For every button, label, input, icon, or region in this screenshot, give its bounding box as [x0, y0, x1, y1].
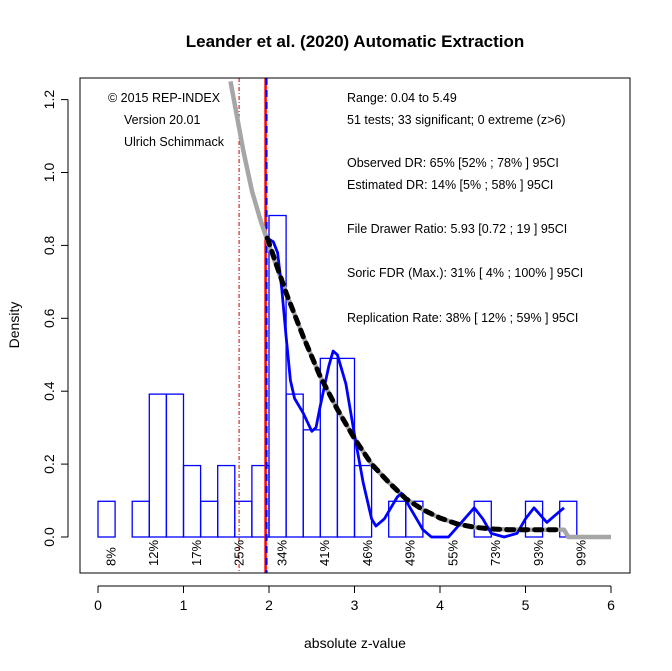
y-tick-label: 0.8 — [41, 235, 57, 255]
histogram-bar-7 — [234, 500, 253, 538]
power-label: 8% — [103, 547, 118, 566]
y-tick-label: 0.2 — [41, 454, 57, 474]
credit-line: © 2015 REP-INDEX — [108, 91, 221, 105]
y-tick-label: 1.2 — [41, 90, 57, 110]
histogram-bar-1 — [131, 500, 150, 538]
plot-border — [79, 77, 631, 574]
stat-line: Range: 0.04 to 5.49 — [347, 91, 457, 105]
histogram-bar-0 — [97, 500, 116, 538]
power-label: 49% — [403, 540, 418, 566]
power-label: 41% — [317, 540, 332, 566]
power-label: 12% — [146, 540, 161, 566]
chart-title: Leander et al. (2020) Automatic Extracti… — [186, 32, 525, 51]
x-tick-label: 1 — [180, 597, 188, 613]
y-tick-label: 0.4 — [41, 381, 57, 401]
power-label: 93% — [531, 540, 546, 566]
power-label: 46% — [360, 540, 375, 566]
histogram-bar-11 — [302, 429, 321, 538]
histogram-bar-4 — [182, 464, 202, 538]
histogram-bar-9 — [268, 214, 287, 538]
power-label: 17% — [189, 540, 204, 566]
y-tick-label: 1.0 — [41, 163, 57, 183]
x-tick-label: 3 — [351, 597, 359, 613]
power-label: 34% — [274, 540, 289, 566]
x-tick-label: 2 — [265, 597, 273, 613]
y-axis-label: Density — [6, 302, 22, 349]
plot-area: 8% 12% 17% 25% 34% 41% 46% 49% 55% 73% 93% 99% — [97, 78, 611, 573]
power-label: 55% — [445, 540, 460, 566]
histogram-bar-5 — [199, 500, 219, 538]
histogram-bar-3 — [165, 393, 185, 538]
stat-line: 51 tests; 33 significant; 0 extreme (z>6… — [347, 113, 566, 127]
y-tick-label: 0.6 — [41, 308, 57, 328]
zcurve-fit-line — [228, 80, 611, 540]
histogram-bar-6 — [217, 464, 236, 538]
credit-line: Ulrich Schimmack — [124, 135, 225, 149]
histogram-bar-10 — [285, 393, 304, 538]
x-tick-label: 4 — [436, 597, 444, 613]
kernel-density-line — [266, 236, 565, 539]
axes: 0 1 2 3 4 5 6 0.0 0.2 0.4 0.6 0.8 1.0 1.2 — [41, 90, 615, 613]
stat-line: Soric FDR (Max.): 31% [ 4% ; 100% ] 95CI — [347, 266, 583, 280]
x-axis-label: absolute z-value — [304, 635, 406, 651]
model-density-dashed-line — [264, 235, 563, 533]
x-tick-label: 6 — [607, 597, 615, 613]
credit-line: Version 20.01 — [124, 113, 200, 127]
stat-line: Replication Rate: 38% [ 12% ; 59% ] 95CI — [347, 311, 578, 325]
power-label: 99% — [574, 540, 589, 566]
x-tick-label: 5 — [522, 597, 530, 613]
stats-text: Range: 0.04 to 5.49 51 tests; 33 signific… — [347, 91, 583, 325]
stat-line: Observed DR: 65% [52% ; 78% ] 95CI — [347, 156, 559, 170]
stat-line: File Drawer Ratio: 5.93 [0.72 ; 19 ] 95C… — [347, 222, 567, 236]
plot-content: 8% 12% 17% 25% 34% 41% 46% 49% 55% 73% 93% 99% — [97, 78, 611, 573]
x-tick-label: 0 — [94, 597, 102, 613]
power-label: 73% — [488, 540, 503, 566]
histogram-bar-14 — [353, 464, 373, 538]
stat-line: Estimated DR: 14% [5% ; 58% ] 95CI — [347, 178, 553, 192]
histogram-bar-13 — [336, 357, 356, 538]
histogram-bar-2 — [148, 393, 168, 538]
y-tick-label: 0.0 — [41, 527, 57, 547]
credits-text: © 2015 REP-INDEX Version 20.01 Ulrich Schi… — [108, 91, 225, 149]
histogram-bar-16 — [405, 500, 424, 538]
power-label: 25% — [232, 540, 247, 566]
histogram-bar-17 — [473, 500, 492, 538]
